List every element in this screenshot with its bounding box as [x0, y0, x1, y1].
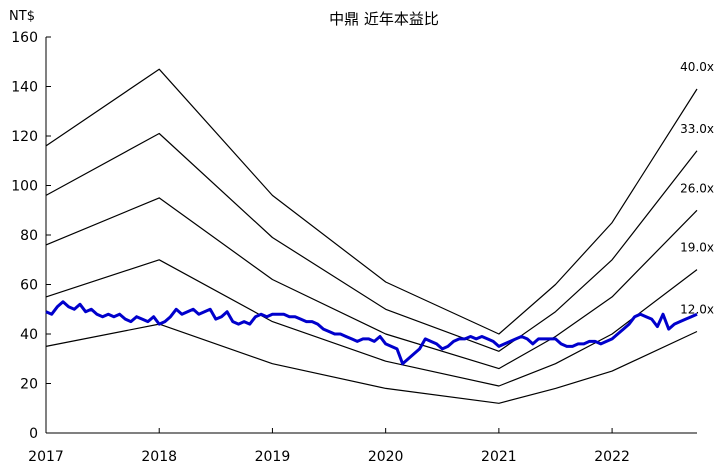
y-tick-label: 140	[11, 80, 38, 96]
y-tick-label: 80	[20, 228, 38, 244]
band-label: 19.0x	[680, 241, 714, 255]
band-label: 40.0x	[680, 60, 714, 74]
y-tick-label: 20	[20, 377, 38, 393]
x-tick-label: 2019	[255, 449, 291, 465]
pe-band-line	[45, 68, 698, 335]
pe-band-line	[45, 323, 698, 404]
x-tick-label: 2020	[368, 449, 404, 465]
price-line	[45, 300, 698, 366]
y-tick-label: 120	[11, 129, 38, 145]
x-tick-label: 2018	[141, 449, 177, 465]
x-tick-label: 2022	[594, 449, 630, 465]
y-tick-label: 40	[20, 327, 38, 343]
pe-band-line	[45, 197, 698, 370]
pe-band-line	[45, 259, 698, 387]
y-tick-label: 160	[11, 30, 38, 46]
band-label: 33.0x	[680, 122, 714, 136]
band-label: 12.0x	[680, 303, 714, 317]
x-tick-label: 2021	[481, 449, 517, 465]
y-tick-label: 100	[11, 179, 38, 195]
y-tick-label: 0	[29, 426, 38, 442]
y-tick-label: 60	[20, 278, 38, 294]
chart-title: 中鼎 近年本益比	[329, 10, 439, 28]
x-tick-label: 2017	[28, 449, 64, 465]
pe-band-line	[45, 132, 698, 352]
plot-area: 0 20 40 60 80 100 120 140 160 2017 2018 2019 2020 202…	[11, 30, 714, 465]
y-unit-label: NT$	[9, 9, 35, 24]
band-label: 26.0x	[680, 181, 714, 195]
